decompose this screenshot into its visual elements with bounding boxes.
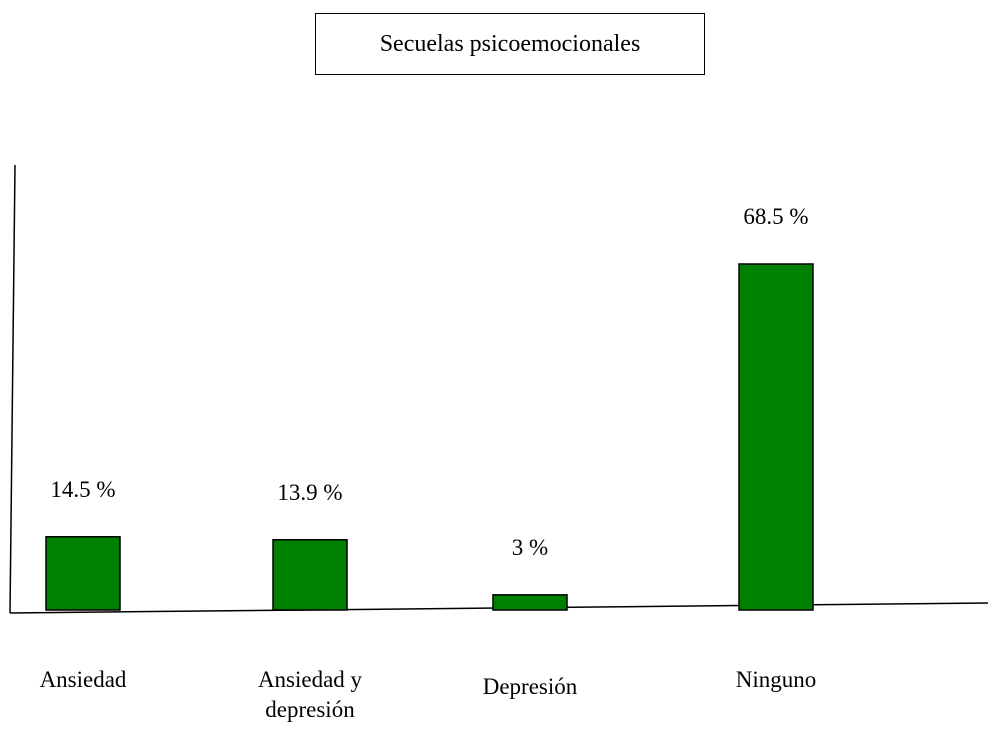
x-tick-label: Ninguno [735,667,817,692]
data-label: 68.5 % [743,204,809,229]
data-label: 3 % [511,534,549,560]
chart-title: Secuelas psicoemocionales [315,13,705,75]
x-tick-label: Ansiedad [39,667,127,692]
bar [492,594,568,611]
data-label: 14.5 % [50,476,116,502]
x-tick-label: Depresión [482,674,578,699]
bar [272,539,348,611]
y-axis [9,164,16,614]
data-label: 13.9 % [277,479,343,505]
bar [738,263,814,611]
bar [45,536,121,611]
x-tick-label: Ansiedad y depresión [257,667,363,722]
